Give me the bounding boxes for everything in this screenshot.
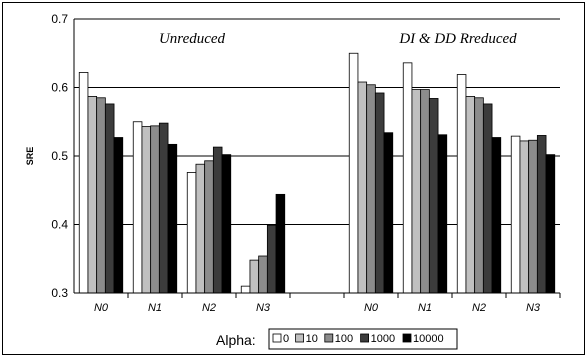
bar-n0-alpha-10 [87,96,98,294]
legend-label: 100 [335,333,353,345]
bar-n0-alpha-10000 [113,137,124,294]
bar-n2-alpha-0 [456,74,467,294]
bar-n3-alpha-10000 [275,193,286,294]
bar-n0-alpha-100 [366,84,376,294]
x-tick-label: N2 [202,302,216,314]
y-tick-label: 0.7 [51,12,68,26]
x-tick-label: N3 [256,302,271,314]
bar-n3-alpha-10 [519,140,530,294]
bar-n1-alpha-10000 [437,134,448,294]
legend-swatch [324,333,334,343]
legend-label: 1000 [371,333,395,345]
bar-n3-alpha-0 [240,285,251,294]
bar-n1-alpha-1000 [428,98,439,294]
x-tick-label: N1 [148,302,162,314]
bar-n1-alpha-0 [402,62,413,294]
bar-n0-alpha-1000 [104,103,115,294]
legend-swatch [272,333,282,343]
bar-n3-alpha-10000 [545,154,556,294]
bar-n0-alpha-100 [96,97,106,294]
legend-label: 0 [283,333,289,345]
legend-swatch [402,333,412,343]
axes [73,19,561,298]
x-tick-label: N2 [472,302,486,314]
bar-n2-alpha-10000 [491,137,502,294]
bar-n1-alpha-1000 [158,122,169,294]
bar-n3-alpha-100 [258,255,268,294]
bar-n3-alpha-100 [528,139,538,294]
legend-items: 0 10 100 1000 10000 [272,333,444,345]
bar-n3-alpha-1000 [536,135,547,294]
y-tick-label: 0.3 [51,286,68,300]
bar-n1-alpha-10000 [167,143,178,294]
annotation-reduced: DI & DD Rreduced [398,31,517,47]
legend-label: 10 [306,333,318,345]
bar-n0-alpha-0 [348,52,359,294]
x-tick-labels: N0 N1 N2 N3 N0 N1 N2 N3 [94,302,541,314]
legend-swatch [360,333,370,343]
y-tick-labels: 0.3 0.4 0.5 0.6 0.7 [51,12,68,300]
legend: Alpha: 0 10 100 1000 10000 [216,328,458,350]
y-tick-label: 0.6 [51,81,68,95]
bar-n0-alpha-1000 [374,92,385,294]
legend-title: Alpha: [216,332,256,348]
bar-n1-alpha-100 [420,89,430,294]
bar-n3-alpha-10 [249,259,260,294]
bar-n2-alpha-100 [474,97,484,294]
bar-n0-alpha-0 [78,72,89,294]
y-axis-label: SRE [25,147,35,166]
bar-n2-alpha-10000 [221,154,232,294]
x-tick-label: N1 [418,302,432,314]
bar-n0-alpha-10000 [383,132,394,294]
bar-n3-alpha-0 [510,135,521,294]
bar-n2-alpha-10 [465,96,476,294]
bar-n2-alpha-1000 [212,146,223,294]
bar-n2-alpha-100 [204,160,214,294]
bar-n1-alpha-0 [132,121,143,294]
bar-n2-alpha-1000 [482,103,493,294]
bar-n1-alpha-10 [411,89,422,294]
y-tick-label: 0.5 [51,149,68,163]
legend-label: 10000 [413,333,444,345]
bar-n0-alpha-10 [357,81,368,294]
bar-n1-alpha-10 [141,126,152,294]
x-tick-label: N3 [526,302,541,314]
bar-n2-alpha-0 [186,172,197,294]
bar-n3-alpha-1000 [266,224,277,294]
legend-swatch [295,333,305,343]
bar-n2-alpha-10 [195,163,206,294]
annotation-unreduced: Unreduced [159,31,226,47]
bar-n1-alpha-100 [150,125,160,294]
x-tick-label: N0 [94,302,109,314]
x-tick-label: N0 [364,302,379,314]
y-tick-label: 0.4 [51,218,68,232]
